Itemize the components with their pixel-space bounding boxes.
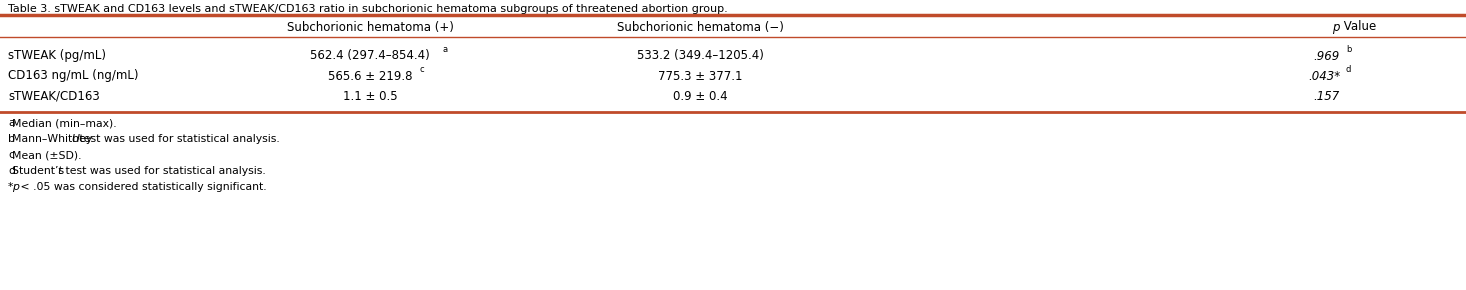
Text: sTWEAK (pg/mL): sTWEAK (pg/mL)	[7, 50, 106, 63]
Text: Mann–Whitney: Mann–Whitney	[13, 134, 97, 144]
Text: c: c	[7, 150, 15, 160]
Text: test was used for statistical analysis.: test was used for statistical analysis.	[62, 166, 265, 176]
Text: b: b	[1346, 46, 1352, 55]
Text: 1.1 ± 0.5: 1.1 ± 0.5	[343, 90, 397, 102]
Text: .157: .157	[1314, 90, 1340, 102]
Text: CD163 ng/mL (ng/mL): CD163 ng/mL (ng/mL)	[7, 70, 138, 82]
Text: t: t	[57, 166, 62, 176]
Text: sTWEAK/CD163: sTWEAK/CD163	[7, 90, 100, 102]
Text: Student’s: Student’s	[13, 166, 67, 176]
Text: Subchorionic hematoma (+): Subchorionic hematoma (+)	[286, 21, 453, 34]
Text: Median (min–max).: Median (min–max).	[13, 118, 117, 128]
Text: test was used for statistical analysis.: test was used for statistical analysis.	[76, 134, 279, 144]
Text: Subchorionic hematoma (−): Subchorionic hematoma (−)	[617, 21, 783, 34]
Text: 533.2 (349.4–1205.4): 533.2 (349.4–1205.4)	[636, 50, 764, 63]
Text: Value: Value	[1340, 21, 1377, 34]
Text: 0.9 ± 0.4: 0.9 ± 0.4	[673, 90, 727, 102]
Text: 775.3 ± 377.1: 775.3 ± 377.1	[658, 70, 742, 82]
Text: p: p	[1333, 21, 1340, 34]
Text: c: c	[419, 66, 424, 75]
Text: Mean (±SD).: Mean (±SD).	[13, 150, 82, 160]
Text: 565.6 ± 219.8: 565.6 ± 219.8	[328, 70, 412, 82]
Text: < .05 was considered statistically significant.: < .05 was considered statistically signi…	[18, 182, 267, 192]
Text: d: d	[1346, 66, 1352, 75]
Text: d: d	[7, 166, 15, 176]
Text: .969: .969	[1314, 50, 1340, 63]
Text: a: a	[443, 46, 447, 55]
Text: b: b	[7, 134, 15, 144]
Text: p: p	[13, 182, 19, 192]
Text: 562.4 (297.4–854.4): 562.4 (297.4–854.4)	[311, 50, 430, 63]
Text: Table 3. sTWEAK and CD163 levels and sTWEAK/CD163 ratio in subchorionic hematoma: Table 3. sTWEAK and CD163 levels and sTW…	[7, 4, 727, 14]
Text: .043*: .043*	[1308, 70, 1340, 82]
Text: *: *	[7, 182, 13, 192]
Text: U: U	[70, 134, 79, 144]
Text: a: a	[7, 118, 15, 128]
